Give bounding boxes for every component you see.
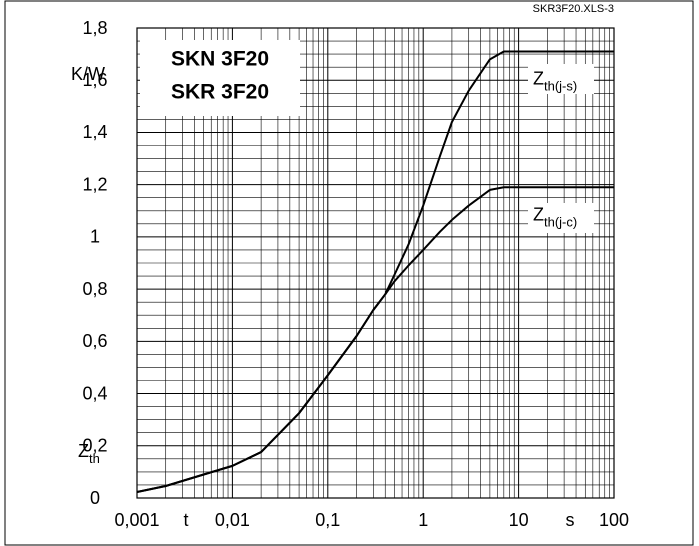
y-tick-label: 0,4 (82, 383, 107, 403)
y-tick-label: 1,4 (82, 122, 107, 142)
y-tick-label: 1,8 (82, 18, 107, 38)
y-label: Zth (78, 441, 100, 466)
source-label: SKR3F20.XLS-3 (533, 3, 614, 15)
x-tick-label: 100 (599, 510, 629, 530)
legend-label: Zth(j-s) (533, 68, 577, 93)
curves (136, 50, 614, 493)
x-tick-label: 0,001 (114, 510, 159, 530)
y-tick-label: 0,2 (82, 436, 107, 456)
plot-border (136, 27, 615, 499)
legend-box (528, 203, 594, 233)
series-line (136, 186, 614, 493)
x-tick-label: 10 (509, 510, 529, 530)
legend-label: Zth(j-c) (533, 204, 577, 229)
title-box (140, 40, 300, 116)
y-tick-label: 0,8 (82, 279, 107, 299)
y-unit: K/W (71, 64, 105, 84)
chart-title: SKN 3F20 (171, 48, 269, 71)
y-tick-label: 0 (90, 488, 100, 508)
x-tick-label: 0,1 (315, 510, 340, 530)
x-unit: s (566, 510, 575, 530)
y-tick-label: 0,6 (82, 331, 107, 351)
y-tick-label: 1 (90, 227, 100, 247)
legend-box (528, 64, 594, 94)
chart-title: SKR 3F20 (171, 81, 269, 104)
x-label: t (183, 510, 188, 530)
x-tick-label: 0,01 (215, 510, 250, 530)
x-tick-label: 1 (418, 510, 428, 530)
y-tick-label: 1,6 (82, 70, 107, 90)
grid (136, 27, 615, 499)
y-tick-label: 1,2 (82, 174, 107, 194)
